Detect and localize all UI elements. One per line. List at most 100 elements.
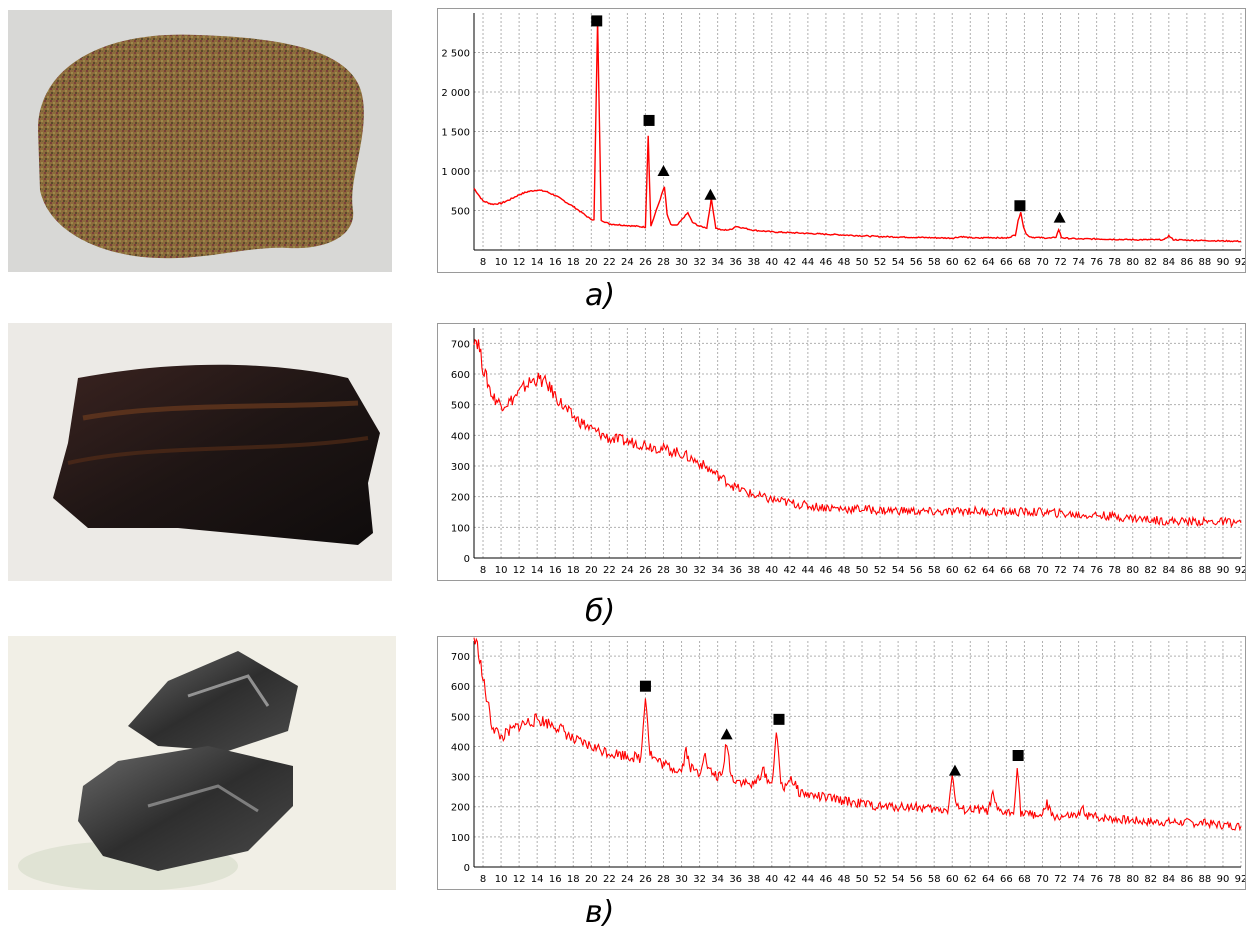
- grid: [474, 13, 1242, 250]
- x-tick-label: 62: [964, 874, 977, 885]
- x-tick-label: 84: [1162, 565, 1175, 576]
- x-tick-label: 24: [621, 874, 634, 885]
- x-tick-label: 8: [480, 874, 486, 885]
- x-tick-label: 86: [1180, 565, 1193, 576]
- x-tick-label: 70: [1036, 565, 1049, 576]
- x-tick-label: 40: [765, 874, 778, 885]
- caption-b: б): [585, 594, 616, 629]
- peak-marker-square: [639, 680, 651, 692]
- x-tick-label: 16: [549, 257, 562, 268]
- sample-photo-glass-chunks: [8, 636, 396, 890]
- caption-a: а): [585, 278, 616, 313]
- x-tick-label: 78: [1108, 257, 1121, 268]
- xrd-trace: [473, 637, 1242, 832]
- x-tick-label: 66: [1000, 874, 1013, 885]
- x-tick-label: 32: [693, 565, 706, 576]
- x-tick-label: 38: [747, 565, 760, 576]
- xrd-chart-a: 8 10 12 14 16 18 20 22 24 26 28 30 32 34 36 38 40 42 44 46 4…: [437, 8, 1246, 273]
- x-tick-label: 34: [711, 257, 724, 268]
- y-tick-label: 0: [464, 863, 470, 874]
- xrd-trace: [473, 19, 1242, 243]
- x-tick-label: 86: [1180, 874, 1193, 885]
- x-tick-label: 54: [892, 874, 905, 885]
- x-tick-label: 82: [1144, 565, 1157, 576]
- x-tick-label: 12: [513, 257, 526, 268]
- x-tick-label: 10: [495, 565, 508, 576]
- x-tick-label: 12: [513, 874, 526, 885]
- x-tick-label: 18: [567, 257, 580, 268]
- y-tick-label: 400: [451, 742, 470, 753]
- x-tick-label: 82: [1144, 874, 1157, 885]
- x-tick-label: 34: [711, 565, 724, 576]
- x-tick-label: 48: [838, 565, 851, 576]
- x-tick-label: 18: [567, 565, 580, 576]
- x-tick-label: 36: [729, 874, 742, 885]
- x-tick-label: 88: [1199, 874, 1212, 885]
- x-tick-label: 80: [1126, 257, 1139, 268]
- x-tick-label: 80: [1126, 874, 1139, 885]
- caption-c: в): [585, 895, 615, 930]
- glass-chunks-image: [18, 651, 298, 890]
- x-tick-label: 20: [585, 565, 598, 576]
- x-tick-label: 76: [1090, 874, 1103, 885]
- x-tick-label: 32: [693, 257, 706, 268]
- x-tick-label: 42: [783, 874, 796, 885]
- chart-c-svg: 8 10 12 14 16 18 20 22 24 26 28 30 32 34 36 38 40 42 44 46 4…: [451, 637, 1245, 885]
- x-tick-label: 14: [531, 565, 544, 576]
- grid: [474, 328, 1242, 559]
- x-tick-label: 52: [874, 257, 887, 268]
- x-tick-label: 26: [639, 565, 652, 576]
- x-tick-label: 18: [567, 874, 580, 885]
- y-tick-label: 500: [451, 207, 470, 218]
- x-tick-label: 68: [1018, 565, 1031, 576]
- x-tick-label: 24: [621, 257, 634, 268]
- x-tick-label: 38: [747, 874, 760, 885]
- x-tick-label: 10: [495, 874, 508, 885]
- y-tick-label: 0: [464, 554, 470, 565]
- x-tick-label: 30: [675, 257, 688, 268]
- x-tick-label: 58: [928, 874, 941, 885]
- x-tick-label: 28: [657, 565, 670, 576]
- x-tick-label: 32: [693, 874, 706, 885]
- peak-marker-square: [591, 15, 603, 27]
- x-tick-label: 78: [1108, 565, 1121, 576]
- x-tick-label: 50: [856, 565, 869, 576]
- x-tick-label: 56: [910, 257, 923, 268]
- xrd-chart-b: 8 10 12 14 16 18 20 22 24 26 28 30 32 34 36 38 40 42 44 46 4…: [437, 323, 1246, 581]
- peak-marker-triangle: [1053, 211, 1066, 223]
- x-tick-label: 86: [1180, 257, 1193, 268]
- x-tick-label: 66: [1000, 565, 1013, 576]
- x-tick-label: 16: [549, 874, 562, 885]
- x-tick-label: 48: [838, 257, 851, 268]
- grid: [474, 641, 1242, 868]
- peak-marker-triangle: [948, 764, 961, 776]
- xrd-chart-c: 8 10 12 14 16 18 20 22 24 26 28 30 32 34 36 38 40 42 44 46 4…: [437, 636, 1246, 890]
- x-tick-label: 76: [1090, 565, 1103, 576]
- y-tick-label: 300: [451, 773, 470, 784]
- peak-marker-triangle: [720, 728, 733, 740]
- x-tick-label: 54: [892, 257, 905, 268]
- x-tick-label: 60: [946, 257, 959, 268]
- x-tick-label: 10: [495, 257, 508, 268]
- x-tick-label: 58: [928, 565, 941, 576]
- y-tick-label: 2 500: [441, 49, 470, 60]
- x-tick-label: 40: [765, 565, 778, 576]
- y-tick-label: 200: [451, 493, 470, 504]
- y-tick-label: 100: [451, 523, 470, 534]
- x-tick-label: 56: [910, 565, 923, 576]
- x-tick-label: 68: [1018, 874, 1031, 885]
- x-tick-label: 42: [783, 257, 796, 268]
- x-tick-label: 92: [1235, 565, 1245, 576]
- x-tick-label: 8: [480, 565, 486, 576]
- x-tick-label: 64: [982, 565, 995, 576]
- x-tick-label: 44: [802, 257, 815, 268]
- x-tick-label: 48: [838, 874, 851, 885]
- x-tick-label: 72: [1054, 565, 1067, 576]
- x-tick-label: 28: [657, 257, 670, 268]
- x-tick-label: 78: [1108, 874, 1121, 885]
- y-tick-label: 500: [451, 712, 470, 723]
- y-tick-label: 200: [451, 803, 470, 814]
- x-tick-label: 88: [1199, 257, 1212, 268]
- peak-marker-square: [643, 114, 655, 126]
- y-tick-label: 100: [451, 833, 470, 844]
